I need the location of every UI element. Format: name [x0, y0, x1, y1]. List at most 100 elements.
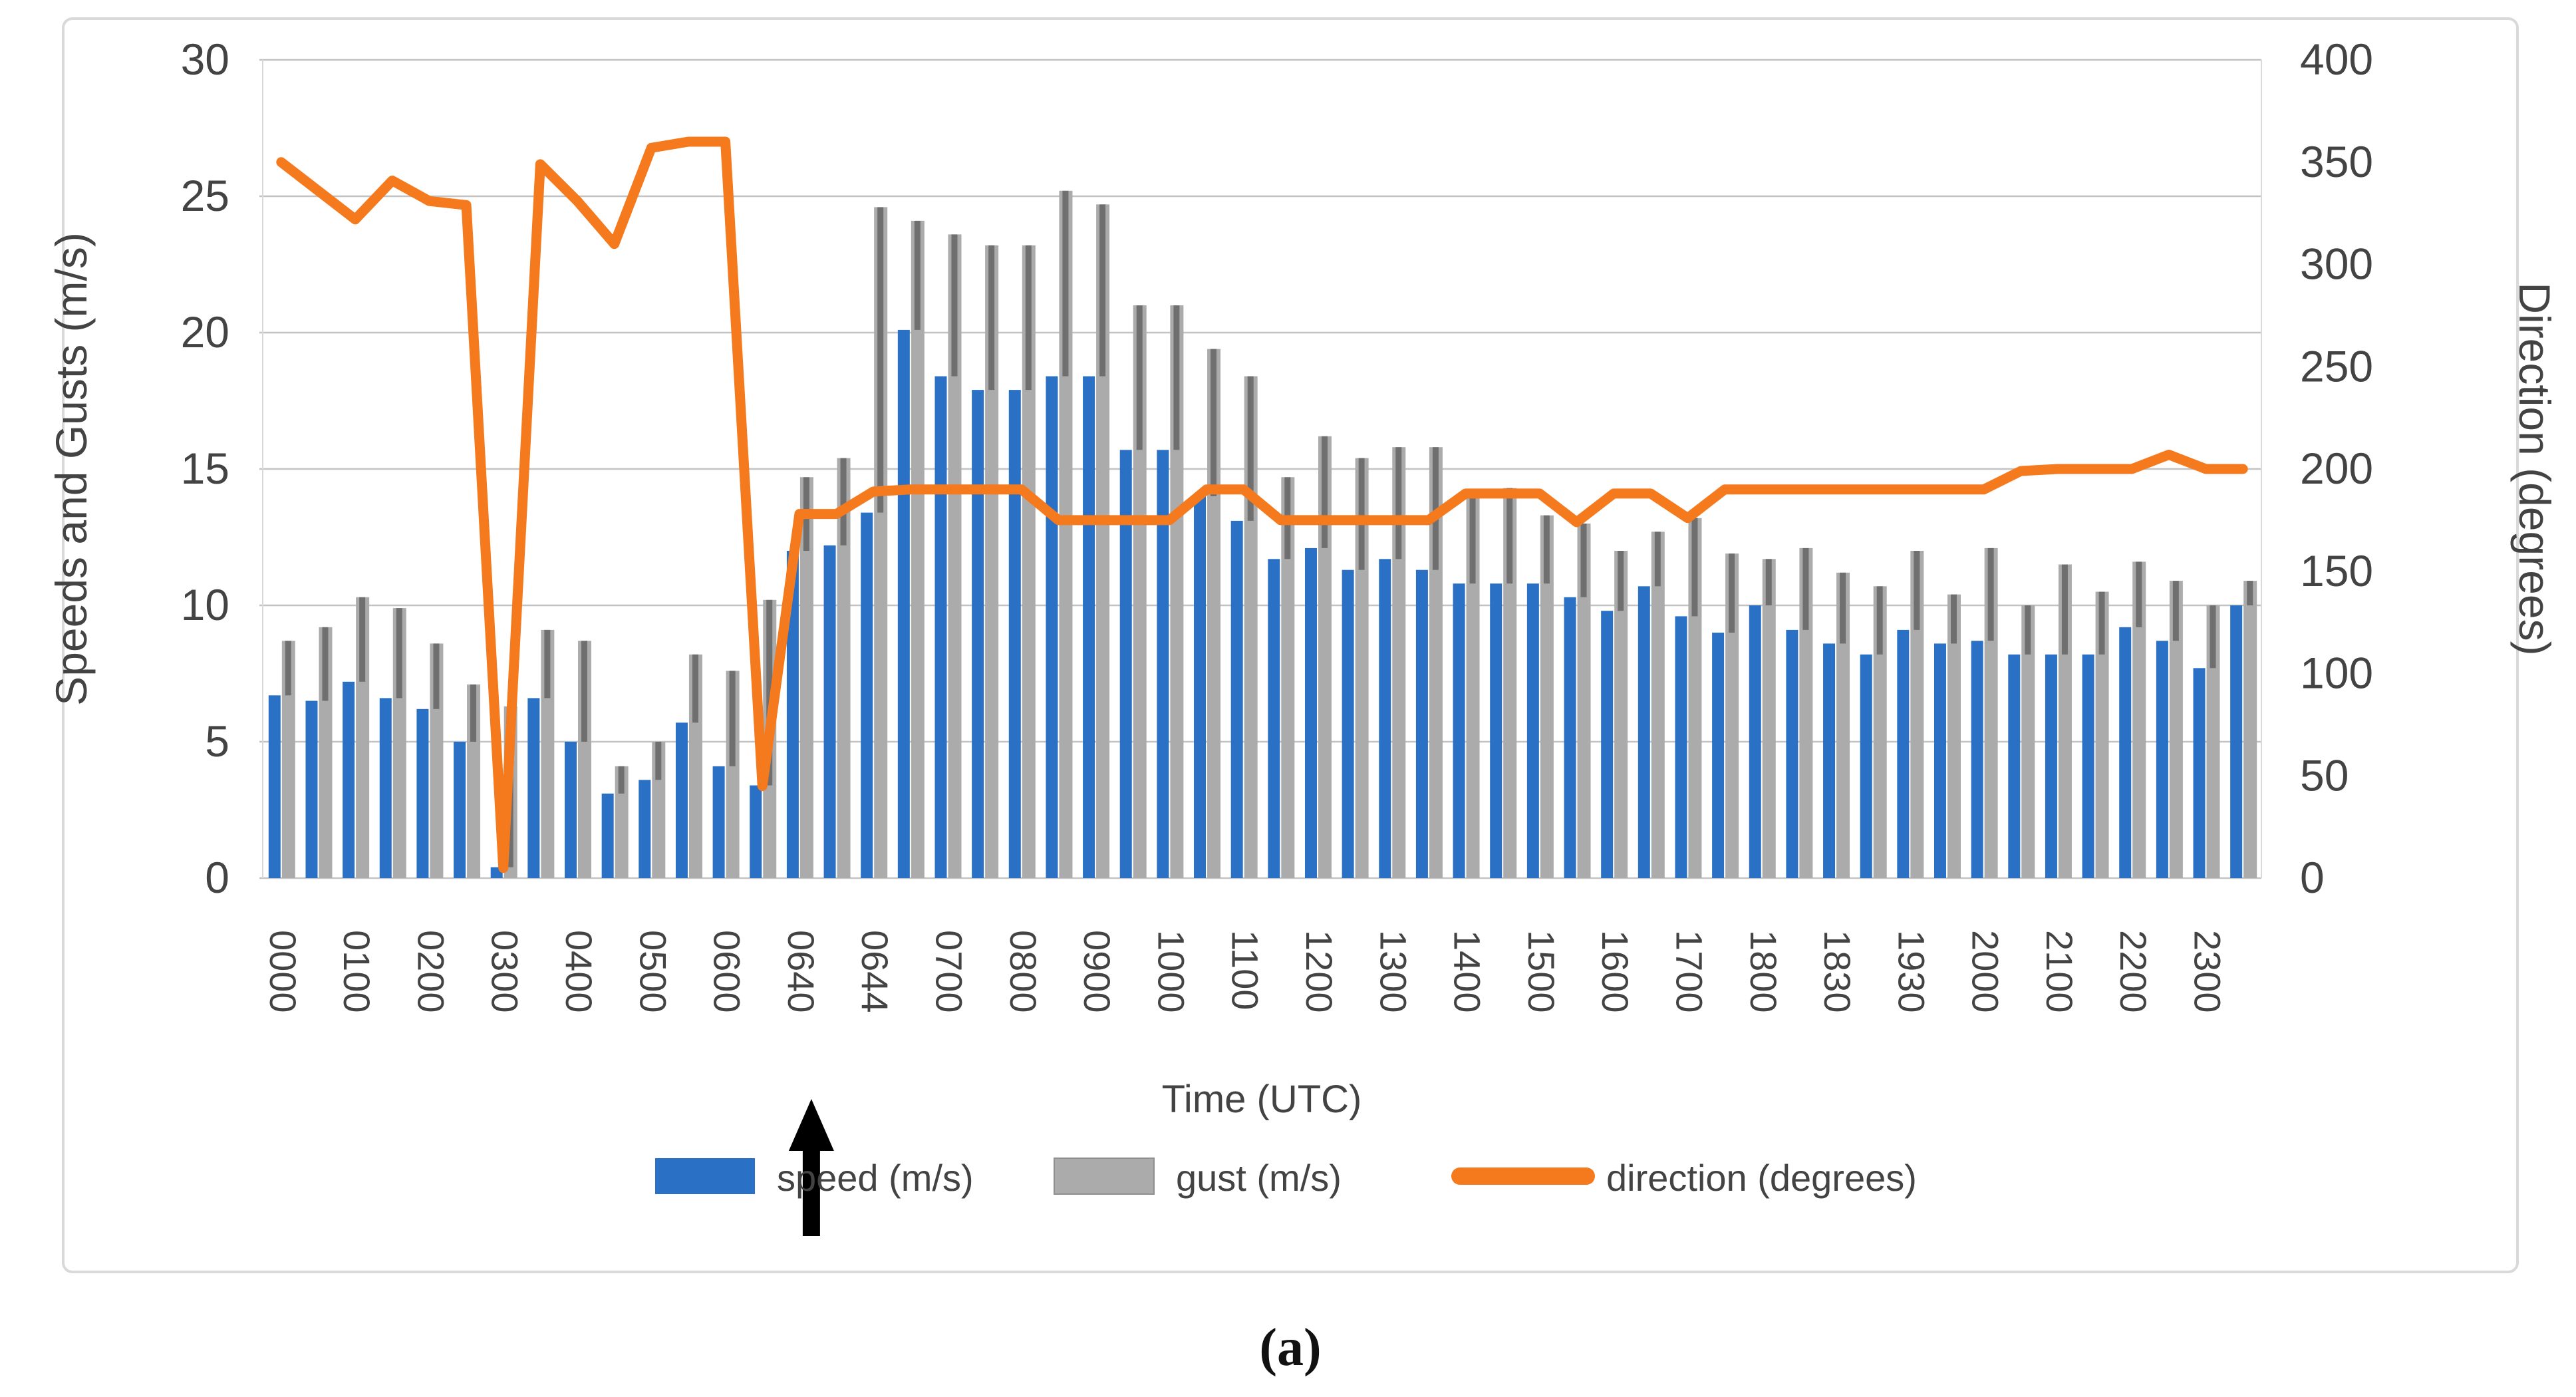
gust-bar: [281, 641, 295, 878]
x-axis-label: 0800: [1002, 930, 1044, 1013]
left-axis-tick-label: 25: [181, 171, 229, 220]
speed-bar: [1786, 629, 1798, 878]
gust-bar-top: [1173, 305, 1180, 450]
x-axis-label: 1930: [1890, 930, 1932, 1013]
right-axis-tick-labels: 0 50 100 150 200 250 300 350 400: [2300, 35, 2373, 902]
x-axis-label: 2100: [2039, 930, 2080, 1013]
x-axis-label: 0400: [558, 930, 600, 1013]
speed-bar: [2156, 641, 2168, 878]
gust-bar: [1651, 532, 1665, 878]
x-axis-labels: 0000 0100 0200 0300 0400 0500 0600 0640 0644 0700…: [262, 930, 2229, 1013]
gust-bar: [837, 458, 851, 878]
gust-bar: [2243, 581, 2257, 878]
speed-bar: [1526, 583, 1539, 878]
gust-bar-top: [692, 654, 698, 723]
left-axis-tick-label: 0: [205, 853, 229, 902]
gust-bars: [281, 190, 2257, 878]
x-axis-label: 1100: [1224, 930, 1266, 1010]
gust-bar-top: [1950, 594, 1957, 644]
gust-bar: [948, 234, 962, 878]
gust-bar-top: [2136, 561, 2142, 627]
x-axis-label: 0300: [484, 930, 526, 1013]
gust-bar-top: [1802, 547, 1809, 630]
speed-bar: [1046, 376, 1058, 878]
speed-bar: [2008, 654, 2021, 878]
gust-bar-top: [2172, 581, 2179, 641]
x-axis-label: 1400: [1447, 930, 1489, 1013]
speed-bar: [565, 742, 577, 878]
speed-bar: [1268, 559, 1280, 878]
gust-bar: [2132, 561, 2146, 878]
x-axis-label: 2000: [1965, 930, 2007, 1013]
gust-bar-top: [766, 599, 773, 786]
gust-bar-top: [359, 597, 366, 682]
speed-bar: [1453, 583, 1465, 878]
x-axis-label: 0900: [1076, 930, 1118, 1013]
gust-bar-top: [951, 234, 958, 377]
right-axis-tick-label: 50: [2300, 750, 2349, 800]
x-axis-label: 0100: [336, 930, 378, 1013]
gust-bar-top: [877, 207, 884, 513]
x-axis-label: 0640: [780, 930, 822, 1013]
gust-bar-top: [2025, 605, 2031, 655]
speed-bar: [305, 700, 318, 878]
right-axis-tick-label: 300: [2300, 239, 2373, 289]
gust-bar: [2021, 605, 2035, 878]
speed-bar: [1194, 496, 1207, 878]
left-axis-tick-label: 15: [181, 444, 229, 493]
gust-bar: [1836, 572, 1850, 878]
speed-bar: [1897, 629, 1910, 878]
speed-bar: [2082, 654, 2094, 878]
x-axis-label: 0644: [854, 930, 896, 1013]
speed-bar: [268, 695, 281, 878]
gust-bar-top: [1136, 305, 1143, 450]
right-axis-tick-label: 400: [2300, 35, 2373, 84]
speed-bar: [1490, 583, 1503, 878]
gust-bar: [1022, 245, 1036, 878]
gust-bar: [1762, 559, 1776, 878]
plot-borders: [262, 60, 2262, 878]
gust-bar-top: [1654, 532, 1661, 587]
gust-bar-top: [470, 684, 477, 742]
speed-bar: [379, 698, 392, 878]
gust-bar-top: [396, 608, 402, 698]
gust-bar-top: [1543, 515, 1550, 584]
right-axis-tick-label: 150: [2300, 546, 2373, 595]
speed-bar: [1971, 641, 1983, 878]
gust-bar-top: [1432, 447, 1439, 570]
gust-bar: [1281, 477, 1295, 878]
x-axis-title: Time (UTC): [1162, 1078, 1362, 1121]
gust-bar-top: [2061, 564, 2068, 655]
gust-bar-top: [1987, 547, 1994, 641]
speed-bar: [823, 545, 836, 878]
x-axis-label: 1000: [1150, 930, 1192, 1013]
gust-bar-top: [322, 627, 329, 701]
legend-swatch-speed: [655, 1158, 755, 1194]
gust-bar-top: [1506, 488, 1513, 584]
speed-bars: [268, 329, 2243, 878]
speed-bar: [1712, 633, 1725, 878]
x-axis-label: 0000: [262, 930, 304, 1013]
gust-bar: [1799, 547, 1813, 878]
speed-bar: [750, 785, 762, 878]
gust-bar: [1577, 524, 1591, 878]
speed-bar: [2230, 605, 2243, 878]
x-axis-label: 2200: [2112, 930, 2154, 1013]
gust-bar: [1725, 553, 1739, 878]
x-axis-label: 2300: [2187, 930, 2229, 1013]
speed-bar: [972, 390, 984, 878]
gust-bar-top: [1358, 458, 1365, 570]
x-axis-label: 1830: [1816, 930, 1858, 1013]
speed-bar: [1823, 643, 1836, 878]
gust-bar-top: [1062, 190, 1069, 377]
speed-bar: [416, 708, 429, 878]
gust-bar-top: [2247, 581, 2253, 605]
speed-bar: [1638, 586, 1650, 878]
gust-bar: [1910, 551, 1924, 878]
speed-bar: [2119, 627, 2132, 878]
speed-bar: [1749, 605, 1761, 878]
speed-bar: [1304, 547, 1317, 878]
gust-bar-top: [655, 742, 662, 780]
gust-bar: [1503, 488, 1517, 878]
